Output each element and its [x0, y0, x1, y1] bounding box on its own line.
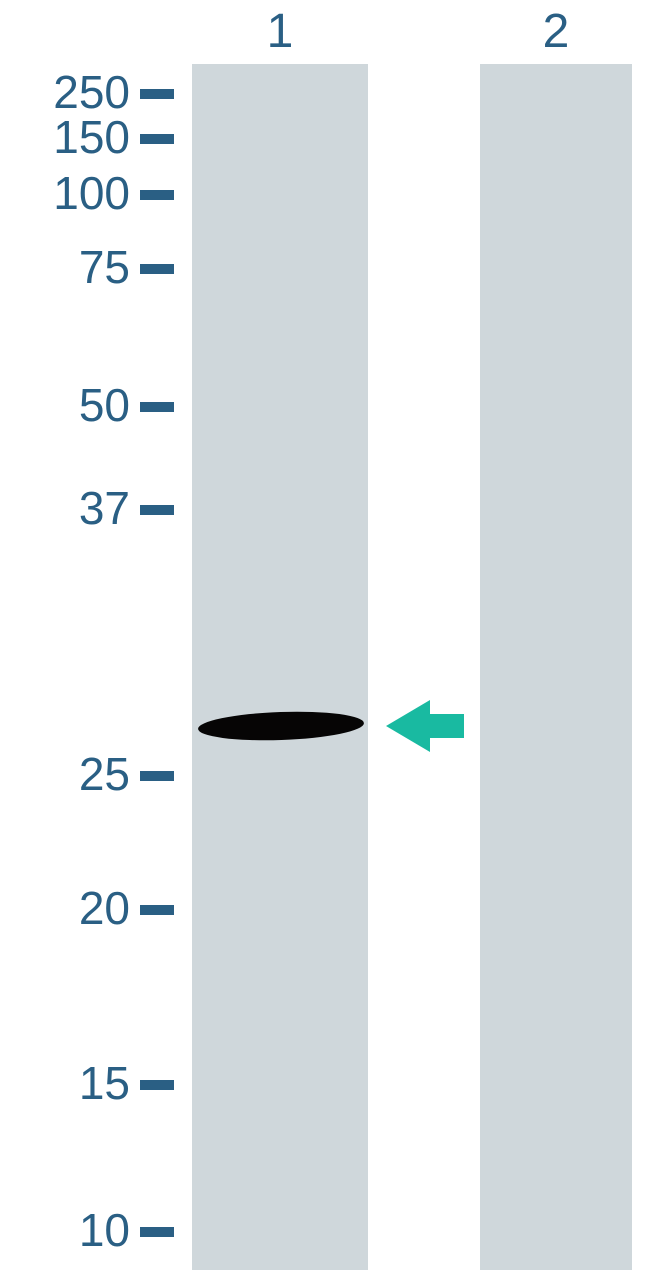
mw-label: 37: [0, 481, 130, 535]
mw-tick: [140, 771, 174, 781]
mw-tick: [140, 1227, 174, 1237]
mw-tick: [140, 190, 174, 200]
mw-tick: [140, 905, 174, 915]
mw-label: 50: [0, 378, 130, 432]
mw-tick: [140, 264, 174, 274]
lane-2: [480, 64, 632, 1270]
mw-tick: [140, 505, 174, 515]
mw-tick: [140, 1080, 174, 1090]
mw-label: 25: [0, 747, 130, 801]
mw-label: 100: [0, 166, 130, 220]
mw-label: 15: [0, 1056, 130, 1110]
lane-header-2: 2: [480, 4, 632, 59]
lane-1: [192, 64, 368, 1270]
mw-tick: [140, 134, 174, 144]
mw-tick: [140, 402, 174, 412]
mw-label: 75: [0, 240, 130, 294]
lane-header-1: 1: [192, 4, 368, 59]
mw-tick: [140, 89, 174, 99]
blot-canvas: 1225015010075503725201510: [0, 0, 650, 1270]
mw-label: 150: [0, 110, 130, 164]
mw-label: 10: [0, 1203, 130, 1257]
mw-label: 20: [0, 881, 130, 935]
band-arrow-icon: [384, 696, 514, 756]
